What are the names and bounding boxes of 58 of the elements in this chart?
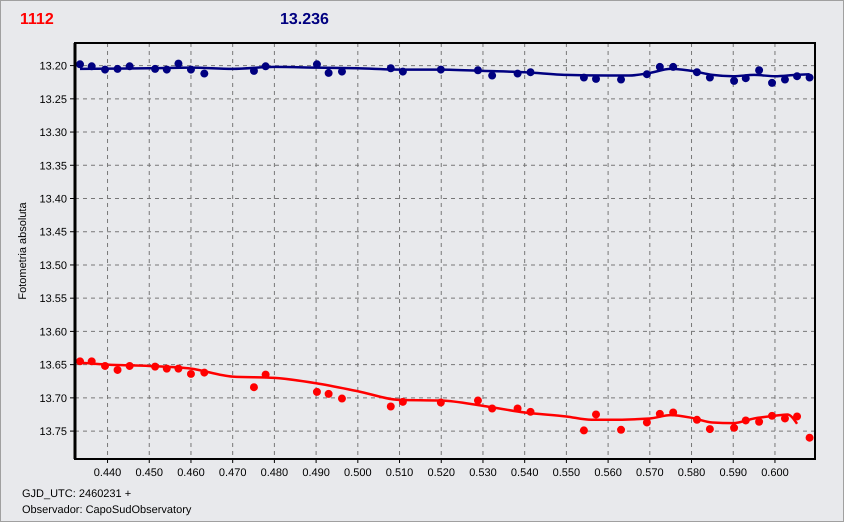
x-tick-label: 0.590 (719, 467, 748, 479)
y-tick-label: 13.50 (39, 260, 67, 272)
point (174, 60, 182, 68)
y-tick-label: 13.45 (39, 226, 67, 239)
x-tick-label: 0.550 (552, 467, 580, 479)
point (806, 434, 814, 442)
y-tick-label: 13.60 (39, 326, 67, 338)
point (730, 424, 738, 432)
point (114, 366, 122, 374)
x-tick-label: 0.440 (94, 467, 122, 479)
y-axis-title: Fotometria absoluta (17, 202, 29, 300)
text: Observador: CapoSudObservatory (22, 504, 192, 516)
point (706, 425, 714, 434)
y-tick-label: 13.30 (39, 127, 67, 140)
x-tick-label: 0.460 (177, 467, 205, 479)
point (755, 66, 764, 74)
point (312, 388, 321, 396)
y-tick-label: 13.40 (39, 194, 67, 206)
point (324, 390, 333, 398)
point (793, 412, 802, 420)
point (806, 74, 814, 82)
y-tick-label: 13.25 (39, 94, 67, 106)
point (186, 370, 195, 378)
y-tick-label: 13.75 (39, 426, 67, 438)
x-tick-label: 0.600 (761, 467, 789, 479)
y-tick-label: 13.65 (39, 360, 67, 372)
x-tick-label: 0.510 (386, 467, 414, 479)
x-tick-label: 0.470 (218, 467, 246, 479)
y-tick-label: 13.70 (39, 392, 67, 405)
x-tick-label: 0.500 (344, 467, 372, 479)
point (730, 76, 738, 85)
point (580, 426, 588, 434)
x-tick-label: 0.540 (510, 467, 538, 479)
point (488, 72, 496, 80)
point (76, 60, 84, 68)
x-tick-label: 0.570 (636, 467, 664, 479)
x-tick-label: 0.560 (594, 467, 622, 479)
point (338, 394, 346, 403)
point (474, 396, 482, 404)
x-tick-label: 0.520 (427, 467, 456, 479)
point (768, 78, 776, 87)
point (324, 68, 333, 77)
y-tick-label: 13.20 (39, 60, 67, 73)
text: GJD_UTC: 2460231 + (22, 488, 132, 500)
chart-subtitle: 13.236 (280, 11, 330, 28)
y-tick-label: 13.35 (39, 160, 67, 172)
point (250, 383, 258, 392)
x-tick-label: 0.480 (260, 467, 288, 479)
point (617, 426, 626, 434)
x-tick-label: 0.580 (678, 467, 706, 479)
x-tick-label: 0.450 (135, 467, 164, 479)
point (592, 410, 600, 418)
chart-title: 1112 (20, 11, 54, 28)
y-tick-label: 13.55 (39, 293, 67, 306)
x-tick-label: 0.490 (302, 467, 330, 479)
point (386, 402, 395, 410)
point (200, 70, 208, 78)
x-tick-label: 0.530 (469, 467, 497, 479)
